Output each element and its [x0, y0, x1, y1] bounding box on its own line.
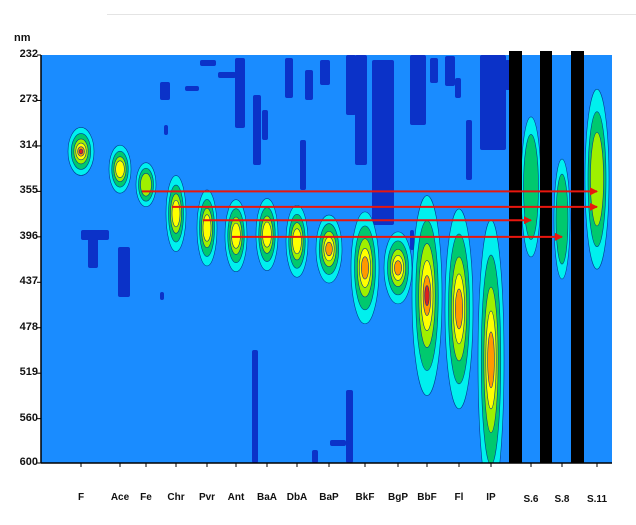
low-region-4 — [480, 55, 506, 150]
low-region-15 — [218, 72, 236, 78]
low-region-17 — [160, 82, 170, 100]
low-region-9 — [253, 95, 261, 165]
x-tick-label-DbA: DbA — [286, 492, 308, 503]
axes — [37, 54, 612, 467]
x-tick-label-S.6: S.6 — [523, 494, 539, 505]
x-tick-label-Fl: Fl — [454, 492, 464, 503]
x-tick-label-BkF: BkF — [355, 492, 375, 503]
low-region-6 — [430, 58, 438, 83]
y-tick-label-314: 314 — [19, 138, 38, 151]
x-tick-label-BaA: BaA — [256, 492, 277, 503]
peak-F — [67, 127, 95, 176]
peak-BkF — [350, 211, 380, 325]
x-tick-label-BbF: BbF — [417, 492, 437, 503]
low-region-5 — [445, 56, 455, 86]
low-region-19 — [300, 140, 306, 190]
y-tick-label-437: 437 — [19, 275, 38, 288]
low-region-1 — [372, 60, 394, 225]
separator-bar-0 — [509, 51, 522, 463]
y-tick-label-355: 355 — [19, 184, 38, 197]
low-region-2 — [346, 55, 356, 115]
low-region-27 — [118, 247, 130, 297]
peak-BaP — [315, 214, 343, 284]
low-region-26 — [88, 238, 98, 268]
peak-BbF — [411, 195, 443, 396]
peak-IP — [477, 219, 505, 463]
low-region-18 — [164, 125, 168, 135]
y-axis-label: nm — [14, 32, 31, 44]
y-tick-label-478: 478 — [19, 320, 38, 333]
peak-Ant — [224, 199, 248, 273]
low-region-14 — [200, 60, 216, 66]
peak-DbA — [285, 204, 309, 278]
x-tick-label-BgP: BgP — [388, 492, 408, 503]
peak-BgP — [383, 231, 413, 305]
x-tick-label-F: F — [77, 492, 85, 503]
top-toolbar-strip — [107, 0, 636, 15]
peak-Chr — [165, 175, 187, 252]
separator-bar-2 — [571, 51, 584, 463]
y-tick-label-232: 232 — [19, 48, 38, 60]
low-region-22 — [346, 390, 353, 463]
arrow-layer — [142, 187, 598, 241]
contour-layer — [67, 55, 610, 463]
x-tick-label-Chr: Chr — [167, 492, 185, 503]
x-tick-label-Ace: Ace — [110, 492, 130, 503]
y-tick-label-519: 519 — [19, 366, 38, 379]
low-region-23 — [330, 440, 346, 446]
low-region-13 — [320, 60, 330, 85]
y-tick-label-396: 396 — [19, 229, 38, 242]
low-region-7 — [455, 78, 461, 98]
low-region-25 — [81, 230, 109, 240]
low-region-16 — [185, 86, 199, 91]
low-region-28 — [160, 292, 164, 300]
peak-Fl — [444, 208, 474, 410]
peak-Ace — [108, 144, 132, 194]
low-region-11 — [285, 58, 293, 98]
y-tick-label-560: 560 — [19, 411, 38, 424]
x-tick-label-Pvr: Pvr — [198, 492, 216, 503]
low-region-24 — [312, 450, 318, 463]
low-region-8 — [235, 58, 245, 128]
low-region-0 — [355, 55, 367, 165]
peak-BaA — [255, 198, 279, 271]
separator-bar-1 — [540, 51, 552, 463]
low-region-31 — [410, 230, 414, 250]
y-tick-label-273: 273 — [19, 93, 38, 106]
peak-Fe — [135, 162, 157, 208]
peak-Pvr — [196, 189, 218, 267]
x-tick-label-S.8: S.8 — [554, 494, 570, 505]
peak-S.11 — [584, 88, 610, 270]
low-region-20 — [466, 120, 472, 180]
x-tick-label-Ant: Ant — [227, 492, 245, 503]
x-tick-label-BaP: BaP — [319, 492, 339, 503]
y-tick-label-600: 600 — [19, 456, 38, 468]
low-region-12 — [305, 70, 313, 100]
low-region-10 — [262, 110, 268, 140]
x-tick-label-Fe: Fe — [140, 492, 152, 503]
peak-S.8 — [553, 158, 571, 280]
sample-separators — [509, 51, 584, 463]
low-region-3 — [410, 55, 426, 125]
x-tick-label-S.11: S.11 — [586, 494, 608, 505]
low-region-21 — [252, 350, 258, 463]
x-tick-label-IP: IP — [486, 492, 496, 503]
